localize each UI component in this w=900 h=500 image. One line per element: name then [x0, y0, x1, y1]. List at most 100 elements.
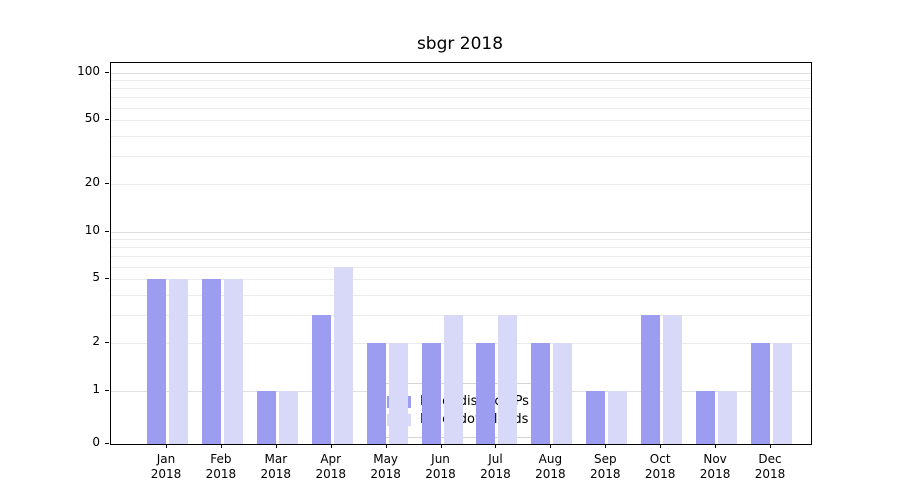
- bar: [311, 314, 331, 444]
- y-tick-label: 2: [92, 333, 100, 348]
- bar: [421, 342, 441, 444]
- bar: [333, 266, 353, 444]
- x-tick-mark: [660, 444, 662, 448]
- x-tick-month: Nov: [703, 452, 727, 466]
- y-tick-mark: [105, 443, 109, 444]
- bar: [256, 390, 276, 444]
- bar: [773, 342, 792, 444]
- y-tick-mark: [105, 182, 109, 184]
- gridline: [111, 155, 811, 157]
- y-tick-label: 10: [84, 222, 100, 237]
- y-tick-label: 0: [92, 435, 100, 449]
- x-tick-label: Nov 2018: [685, 452, 745, 482]
- gridline: [111, 238, 811, 240]
- x-tick-month: Jul: [488, 452, 503, 466]
- x-tick-month: Dec: [758, 452, 782, 466]
- x-tick-year: 2018: [370, 467, 401, 481]
- x-tick-year: 2018: [480, 467, 511, 481]
- chart-title: sbgr 2018: [416, 34, 504, 54]
- y-tick-label: 50: [84, 111, 100, 126]
- x-tick-mark: [770, 444, 771, 448]
- bar: [366, 342, 386, 444]
- x-tick-label: Jan 2018: [136, 452, 196, 482]
- x-tick-month: Apr: [320, 452, 342, 466]
- x-tick-mark: [605, 444, 607, 448]
- x-tick-label: Dec 2018: [740, 452, 800, 482]
- x-tick-mark: [495, 444, 497, 448]
- bar: [201, 279, 221, 444]
- x-tick-mark: [275, 444, 277, 448]
- bar: [498, 314, 518, 444]
- gridline: [111, 79, 811, 81]
- gridline: [111, 183, 811, 185]
- x-tick-label: Oct 2018: [630, 452, 690, 482]
- gridline: [111, 72, 811, 74]
- y-tick-label: 20: [84, 174, 100, 189]
- x-tick-month: Jan: [156, 452, 176, 466]
- x-tick-label: Sep 2018: [575, 452, 635, 482]
- x-tick-year: 2018: [754, 467, 786, 481]
- gridline: [111, 120, 811, 122]
- x-tick-month: Sep: [593, 452, 617, 466]
- gridline: [111, 231, 811, 233]
- y-tick-mark: [105, 71, 109, 73]
- x-tick-mark: [550, 444, 552, 448]
- bar: [388, 342, 408, 444]
- gridline: [111, 294, 811, 296]
- gridline: [111, 256, 811, 258]
- bar: [641, 314, 661, 444]
- bar: [751, 342, 770, 444]
- x-tick-mark: [440, 444, 442, 448]
- y-tick-mark: [105, 230, 109, 232]
- plot-area: Nb of distinct IPs Nb of downloads: [110, 62, 812, 445]
- x-tick-month: Aug: [538, 452, 563, 466]
- gridline: [111, 97, 811, 99]
- bar: [608, 390, 628, 444]
- x-tick-year: 2018: [535, 467, 566, 481]
- x-tick-mark: [715, 444, 717, 448]
- gridline: [111, 107, 811, 109]
- x-tick-year: 2018: [644, 467, 676, 481]
- x-tick-label: May 2018: [356, 452, 416, 482]
- gridline: [111, 87, 811, 89]
- x-tick-label: Mar 2018: [246, 452, 306, 482]
- x-tick-label: Feb 2018: [191, 452, 251, 482]
- bar: [278, 390, 298, 444]
- bar: [223, 279, 243, 444]
- x-tick-mark: [330, 444, 332, 448]
- gridline: [111, 266, 811, 268]
- bar: [147, 279, 166, 444]
- x-tick-year: 2018: [205, 467, 237, 481]
- x-tick-label: Aug 2018: [520, 452, 580, 482]
- x-tick-month: Jun: [431, 452, 450, 466]
- bar: [169, 279, 188, 444]
- x-tick-year: 2018: [589, 467, 621, 481]
- y-tick-mark: [105, 341, 109, 343]
- bar: [553, 342, 573, 444]
- x-tick-month: Oct: [649, 452, 671, 466]
- bar: [718, 390, 738, 444]
- x-tick-year: 2018: [260, 467, 292, 481]
- bar: [531, 342, 551, 444]
- x-tick-year: 2018: [425, 467, 456, 481]
- x-tick-mark: [166, 444, 167, 448]
- y-tick-label: 5: [92, 270, 100, 285]
- y-tick-mark: [105, 389, 109, 391]
- bar: [696, 390, 716, 444]
- x-tick-mark: [220, 444, 222, 448]
- gridline: [111, 135, 811, 137]
- y-tick-mark: [105, 278, 109, 280]
- x-tick-label: Jul 2018: [465, 452, 525, 482]
- y-tick-label: 1: [92, 381, 100, 396]
- bar: [586, 390, 606, 444]
- y-tick-label: 100: [77, 63, 100, 78]
- x-tick-year: 2018: [315, 467, 346, 481]
- gridline: [111, 247, 811, 248]
- bar: [443, 314, 463, 444]
- x-tick-label: Jun 2018: [411, 452, 471, 482]
- y-tick-mark: [105, 119, 109, 121]
- x-tick-year: 2018: [150, 467, 182, 481]
- x-tick-year: 2018: [699, 467, 731, 481]
- x-tick-month: Feb: [210, 452, 232, 466]
